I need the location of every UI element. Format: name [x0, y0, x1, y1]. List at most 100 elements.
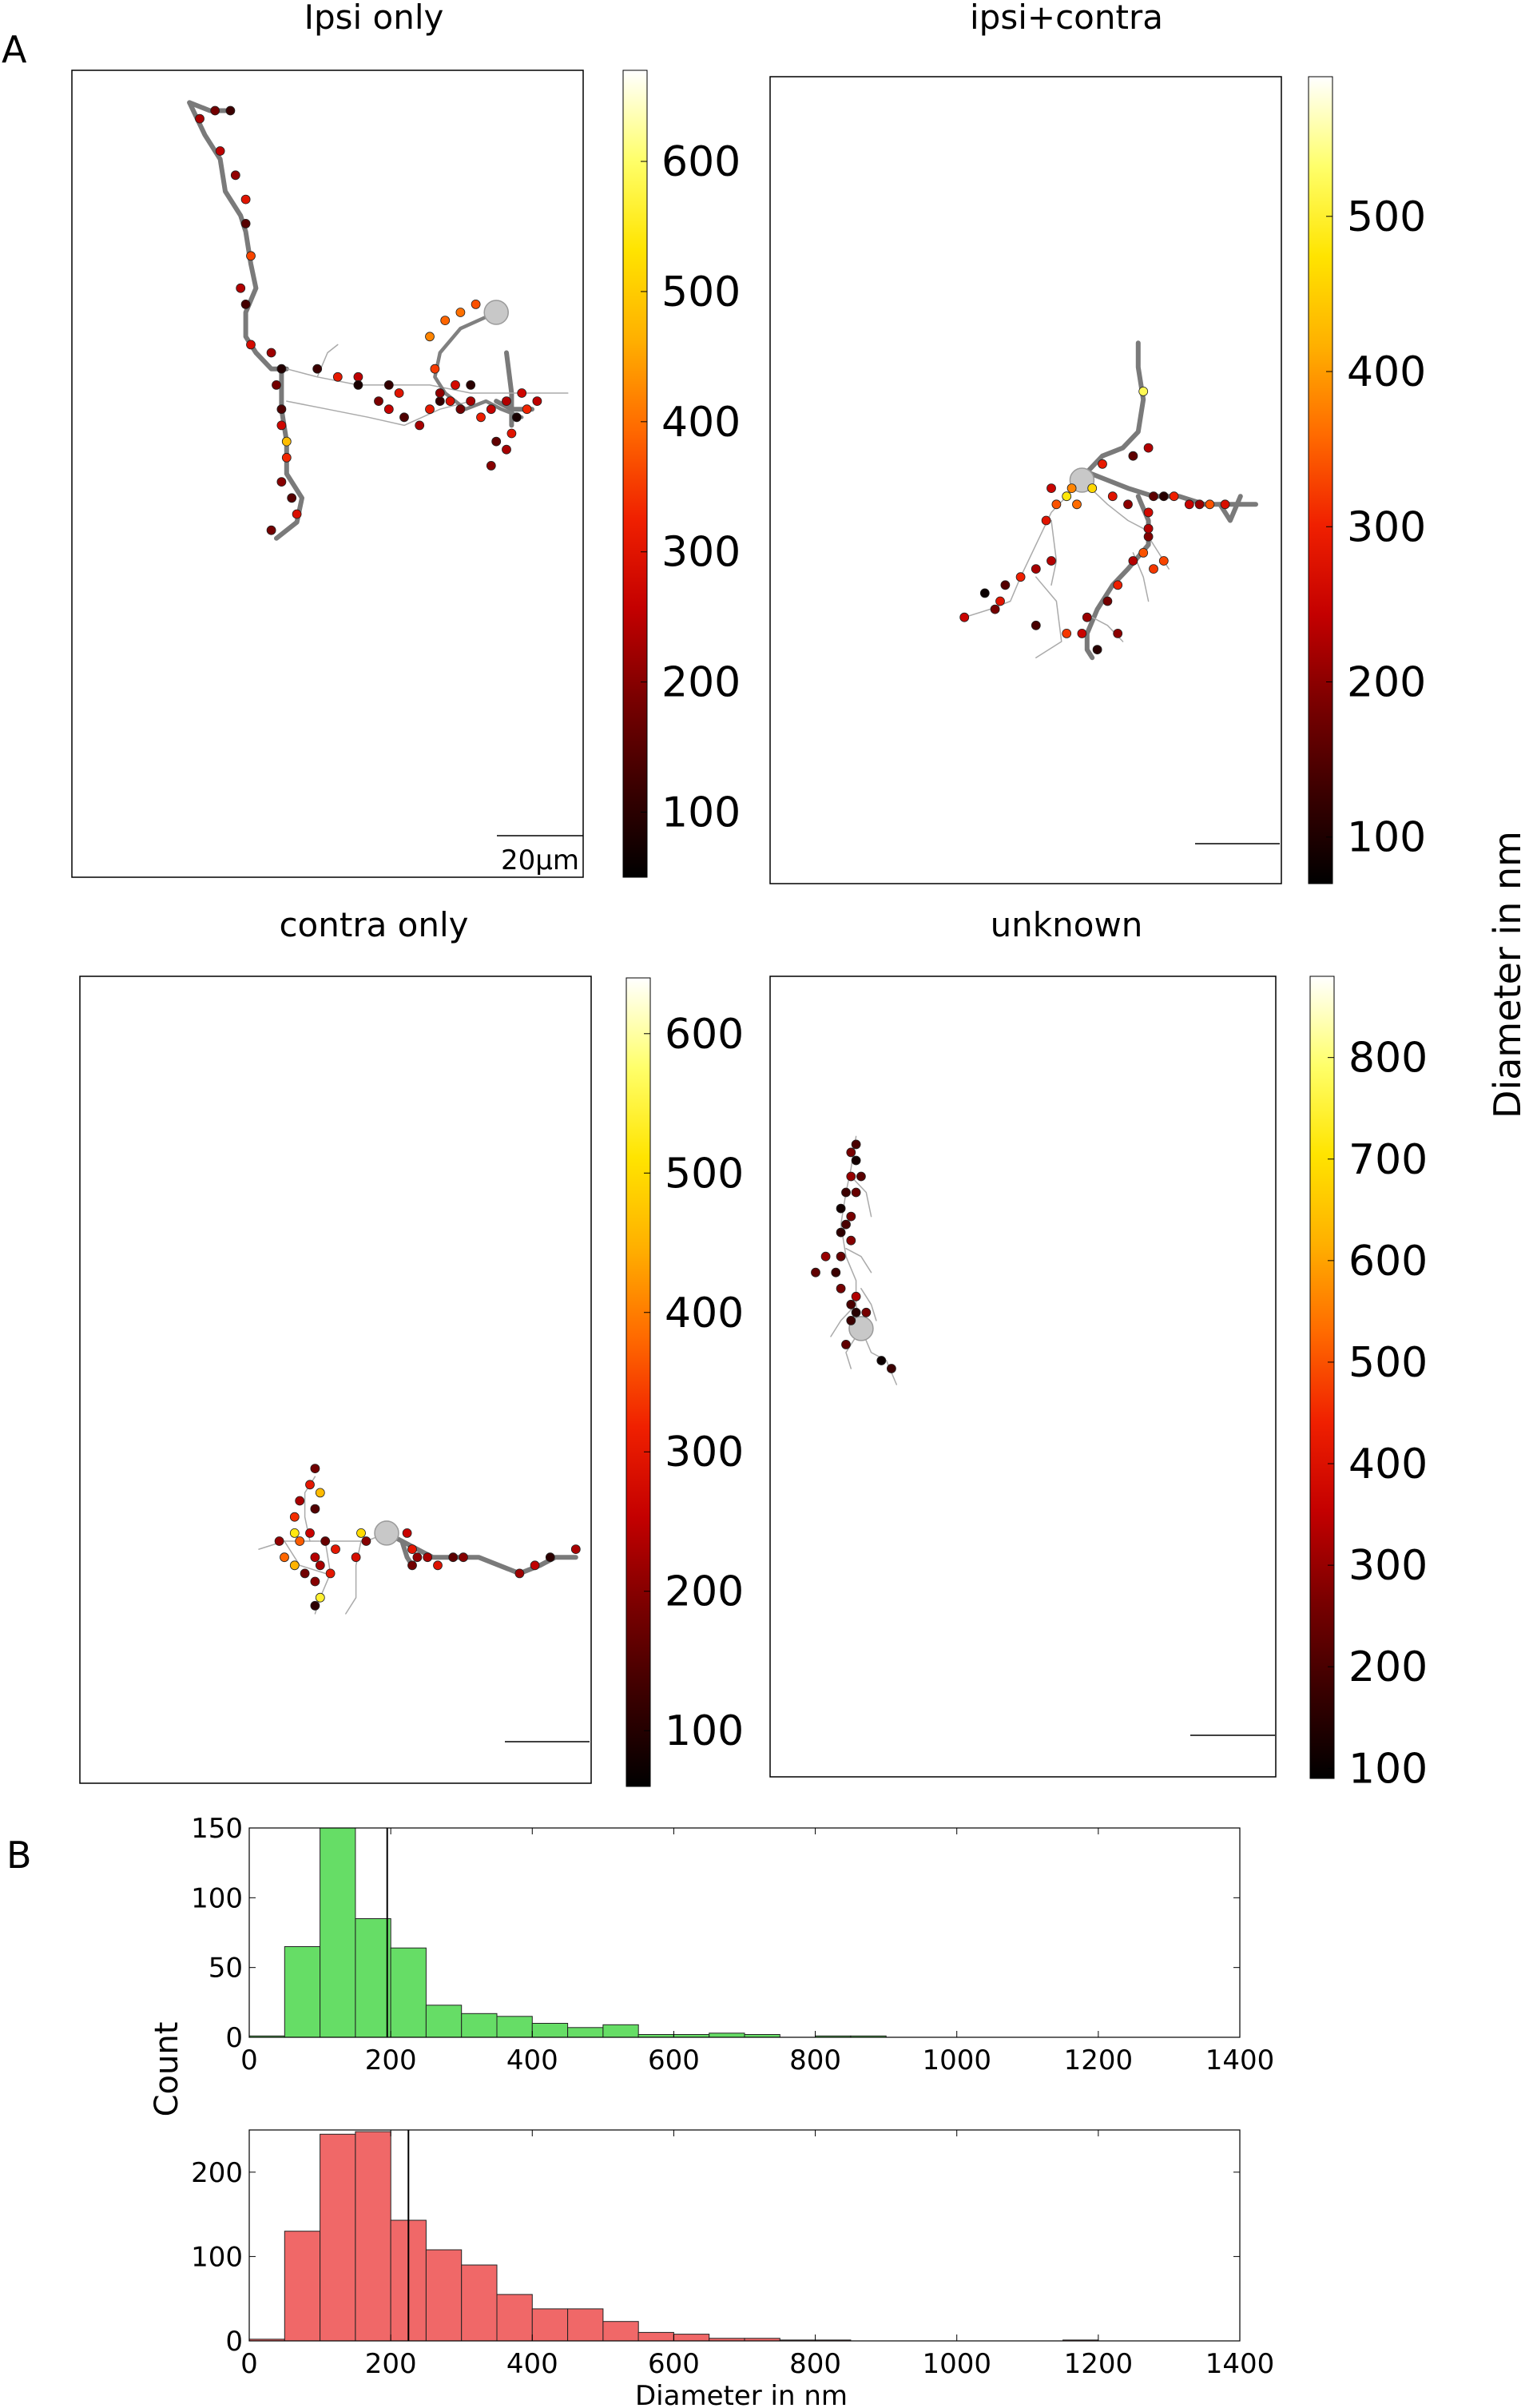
synapse-dots	[959, 386, 1230, 654]
synapse-dot	[959, 612, 970, 622]
colorbar-tick-label: 100	[665, 1707, 744, 1755]
synapse-dot	[225, 105, 236, 116]
synapse-dot	[435, 396, 445, 407]
synapse-dot	[1031, 620, 1041, 630]
neurite-segment	[286, 368, 569, 394]
neurite-segment	[850, 1175, 872, 1218]
synapse-dot	[831, 1267, 841, 1278]
synapse-dot	[841, 1219, 851, 1230]
colorbar-label: Diameter in nm	[1486, 831, 1529, 1119]
synapse-dot	[325, 1568, 336, 1579]
colorbar-ipsi-contra: 100 200 300 400 500	[1308, 76, 1426, 884]
synapse-dot	[240, 299, 251, 309]
y-tick-label: 200	[191, 2157, 243, 2189]
neurite-segment	[443, 391, 524, 419]
synapse-dot	[399, 412, 409, 423]
colorbar-tick-label: 400	[665, 1289, 744, 1337]
synapse-dot	[486, 404, 496, 415]
synapse-dot	[310, 1464, 320, 1473]
synapse-dot	[990, 604, 1000, 614]
map-frame-ipsi-contra	[769, 76, 1282, 884]
synapse-dot	[466, 396, 476, 407]
neurite-segment	[187, 100, 228, 113]
synapse-dot	[1051, 499, 1062, 510]
synapse-dot	[851, 1155, 861, 1166]
synapse-dot	[1041, 515, 1051, 526]
synapse-dot	[451, 379, 460, 390]
synapse-dot	[280, 1552, 289, 1563]
synapse-dot	[1000, 580, 1011, 590]
synapse-dot	[215, 146, 225, 156]
synapse-dot	[530, 1560, 540, 1571]
colorbar-tick-label: 100	[1348, 1745, 1428, 1793]
neurite-segment	[845, 1247, 872, 1274]
synapse-dot	[476, 412, 486, 423]
synapse-dot	[1062, 491, 1072, 502]
x-tick-label: 200	[365, 2044, 417, 2076]
histogram-bottom: 0 200 400 600 800 1000 1200 1400 0 100 200	[191, 2129, 1274, 2380]
histogram-bar	[284, 1946, 321, 2038]
colorbar-tick-label: 800	[1348, 1035, 1428, 1083]
synapse-dot	[332, 372, 343, 382]
synapse-dot	[1128, 556, 1138, 566]
neurite-paths	[187, 100, 569, 541]
soma	[483, 300, 509, 325]
neurite-segment	[187, 100, 289, 372]
synapse-dot	[491, 436, 502, 447]
histogram-bar	[284, 2231, 321, 2342]
synapse-dot	[820, 1251, 831, 1262]
map-title-ipsi-only: Ipsi only	[304, 0, 444, 37]
synapse-dot	[448, 1552, 459, 1563]
synapse-dot	[506, 428, 517, 439]
synapse-dot	[374, 396, 383, 407]
synapse-dot	[281, 436, 292, 447]
synapse-dot	[1015, 572, 1026, 582]
map-title-contra-only: contra only	[279, 905, 468, 944]
y-tick-label: 100	[191, 2241, 243, 2273]
map-title-ipsi-contra: ipsi+contra	[970, 0, 1163, 37]
y-tick-label: 100	[191, 1882, 243, 1914]
colorbar-tick-label: 300	[1347, 503, 1426, 551]
neurite-segment	[345, 1540, 362, 1615]
synapse-dot	[1087, 483, 1098, 493]
synapse-dot	[195, 113, 205, 124]
x-tick-label: 800	[789, 2348, 841, 2380]
synapse-dot	[236, 283, 246, 293]
histogram-bar	[425, 2249, 463, 2342]
colorbar-tick-label: 600	[661, 138, 741, 186]
colorbar-tick-label: 600	[1348, 1238, 1428, 1285]
colorbar-tick-label: 400	[1347, 348, 1426, 396]
synapse-dot	[1092, 645, 1102, 654]
synapse-dot	[295, 1496, 305, 1506]
histogram-bar	[567, 2027, 604, 2038]
synapse-dot	[356, 1528, 366, 1538]
plot-frame	[248, 1827, 1241, 2038]
x-tick-label: 0	[240, 2044, 258, 2076]
synapse-dot	[210, 105, 220, 116]
synapse-dot	[353, 372, 363, 382]
colorbar-tick-label: 100	[661, 789, 741, 837]
synapse-dot	[415, 420, 425, 431]
histogram-bar	[567, 2308, 604, 2342]
synapse-dot	[846, 1147, 856, 1158]
synapse-dot	[1107, 491, 1118, 502]
synapse-dot	[841, 1187, 851, 1198]
synapse-dot	[305, 1528, 315, 1538]
colorbar-tick-label: 200	[1347, 659, 1426, 707]
colorbar-tick-label: 500	[1348, 1339, 1428, 1387]
synapse-dot	[570, 1544, 581, 1554]
synapse-dot	[836, 1283, 846, 1293]
synapse-dot	[995, 596, 1005, 606]
synapse-dot	[887, 1364, 896, 1373]
scale-bar-label: 20µm	[501, 844, 579, 876]
histogram-bar	[673, 2334, 710, 2342]
x-tick-label: 600	[648, 2348, 700, 2380]
synapse-dot	[514, 1568, 525, 1579]
colorbar-tick-label: 700	[1348, 1136, 1428, 1184]
synapse-dot	[846, 1171, 856, 1182]
synapse-dot	[841, 1340, 851, 1349]
neurite-segment	[1035, 576, 1062, 658]
synapse-dot	[455, 404, 466, 415]
x-tick-label: 400	[506, 2044, 558, 2076]
